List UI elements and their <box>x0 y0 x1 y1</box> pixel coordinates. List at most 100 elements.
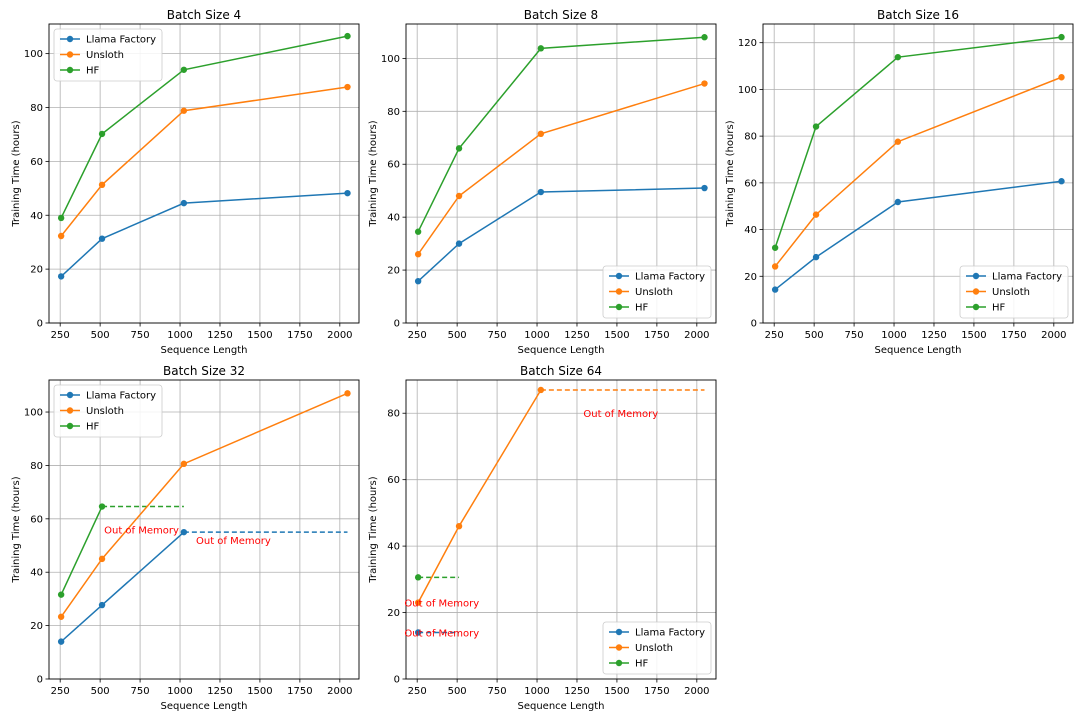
x-tick-label: 2000 <box>327 330 352 341</box>
x-tick-label: 500 <box>805 330 824 341</box>
x-tick-label: 750 <box>488 330 507 341</box>
axes-frame <box>762 23 1074 324</box>
legend-label: HF <box>635 659 649 670</box>
data-point <box>701 34 708 41</box>
y-tick-label: 80 <box>387 107 400 118</box>
legend: Llama Factory Unsloth HF <box>602 621 712 675</box>
x-tick-label: 2000 <box>327 686 352 697</box>
data-point <box>771 263 779 270</box>
data-point <box>414 251 422 258</box>
x-tick-label: 1500 <box>604 686 629 697</box>
legend-marker <box>66 66 74 74</box>
axes-frame <box>48 379 360 680</box>
series-line <box>60 86 348 237</box>
legend-marker <box>615 644 623 651</box>
legend-marker <box>66 35 74 43</box>
legend-box <box>959 265 1069 319</box>
legend-label: HF <box>635 303 649 314</box>
data-point <box>455 145 463 152</box>
legend-box <box>602 621 712 675</box>
data-point <box>344 390 351 397</box>
y-tick-label: 60 <box>387 160 400 171</box>
data-point <box>414 599 422 606</box>
data-point <box>771 244 779 251</box>
series-line <box>774 36 1062 249</box>
legend-label: Unsloth <box>86 406 124 417</box>
x-tick-label: 1750 <box>644 330 669 341</box>
y-tick-label: 20 <box>30 621 43 632</box>
legend-label: Unsloth <box>86 50 124 61</box>
x-axis-label: Sequence Length <box>875 345 962 356</box>
x-tick-label: 750 <box>131 686 150 697</box>
data-point <box>98 181 106 189</box>
data-point <box>344 83 351 91</box>
data-point <box>894 138 902 145</box>
x-tick-label: 1750 <box>287 330 312 341</box>
legend-label: HF <box>86 66 100 77</box>
data-point <box>771 286 779 293</box>
x-tick-label: 1750 <box>1001 330 1026 341</box>
data-point <box>414 574 422 581</box>
data-point <box>57 232 65 240</box>
y-tick-label: 60 <box>30 514 43 525</box>
data-point <box>57 273 65 280</box>
series-hf <box>57 503 106 598</box>
data-point <box>455 192 463 200</box>
data-point <box>812 253 820 261</box>
x-tick-label: 750 <box>845 330 864 341</box>
y-axis-label: Training Time (hours) <box>11 476 22 583</box>
legend-box <box>53 384 163 438</box>
data-point <box>98 235 106 242</box>
x-tick-label: 2000 <box>684 330 709 341</box>
subplot-4: 250 500 750 1000 1250 1500 1750 2000 0 20 40 60 80 10… <box>11 364 360 712</box>
series-unsloth <box>414 386 545 606</box>
legend-marker <box>972 272 980 280</box>
x-tick-label: 1250 <box>921 330 946 341</box>
data-point <box>180 199 188 207</box>
x-tick-label: 1000 <box>524 330 549 341</box>
x-tick-label: 1500 <box>961 330 986 341</box>
y-tick-label: 80 <box>744 132 757 143</box>
data-point <box>57 591 65 598</box>
x-tick-label: 1500 <box>604 330 629 341</box>
series-line <box>60 35 348 219</box>
legend-marker <box>66 391 74 399</box>
data-point <box>180 460 188 468</box>
oom-label: Out of Memory <box>196 536 271 547</box>
series-line <box>60 192 348 277</box>
data-point <box>701 80 708 87</box>
legend-label: Unsloth <box>635 643 673 654</box>
series-line <box>417 389 542 603</box>
x-tick-label: 1750 <box>644 686 669 697</box>
y-tick-label: 100 <box>738 85 757 96</box>
legend: Llama Factory Unsloth HF <box>602 265 712 319</box>
y-tick-label: 100 <box>24 408 43 419</box>
legend-marker <box>615 659 623 667</box>
legend-label: Llama Factory <box>992 272 1062 283</box>
x-tick-label: 500 <box>91 686 110 697</box>
data-point <box>537 130 545 138</box>
x-tick-label: 250 <box>408 330 427 341</box>
data-point <box>537 45 545 52</box>
data-point <box>894 53 902 61</box>
y-tick-label: 60 <box>744 178 757 189</box>
legend-marker <box>615 288 623 295</box>
legend-label: Llama Factory <box>635 628 705 639</box>
series-llama-factory <box>57 189 351 280</box>
y-tick-label: 0 <box>394 319 400 330</box>
series-line <box>774 76 1062 267</box>
x-tick-label: 1000 <box>524 686 549 697</box>
y-tick-label: 20 <box>387 266 400 277</box>
chart-title: Batch Size 4 <box>167 8 241 22</box>
x-tick-label: 1750 <box>287 686 312 697</box>
legend-marker <box>615 272 623 280</box>
x-tick-label: 250 <box>765 330 784 341</box>
series-line <box>417 36 705 233</box>
data-point <box>98 503 106 510</box>
series-line <box>60 531 185 643</box>
data-point <box>180 66 188 73</box>
legend-marker <box>615 303 623 311</box>
data-point <box>180 107 188 114</box>
x-tick-label: 500 <box>91 330 110 341</box>
